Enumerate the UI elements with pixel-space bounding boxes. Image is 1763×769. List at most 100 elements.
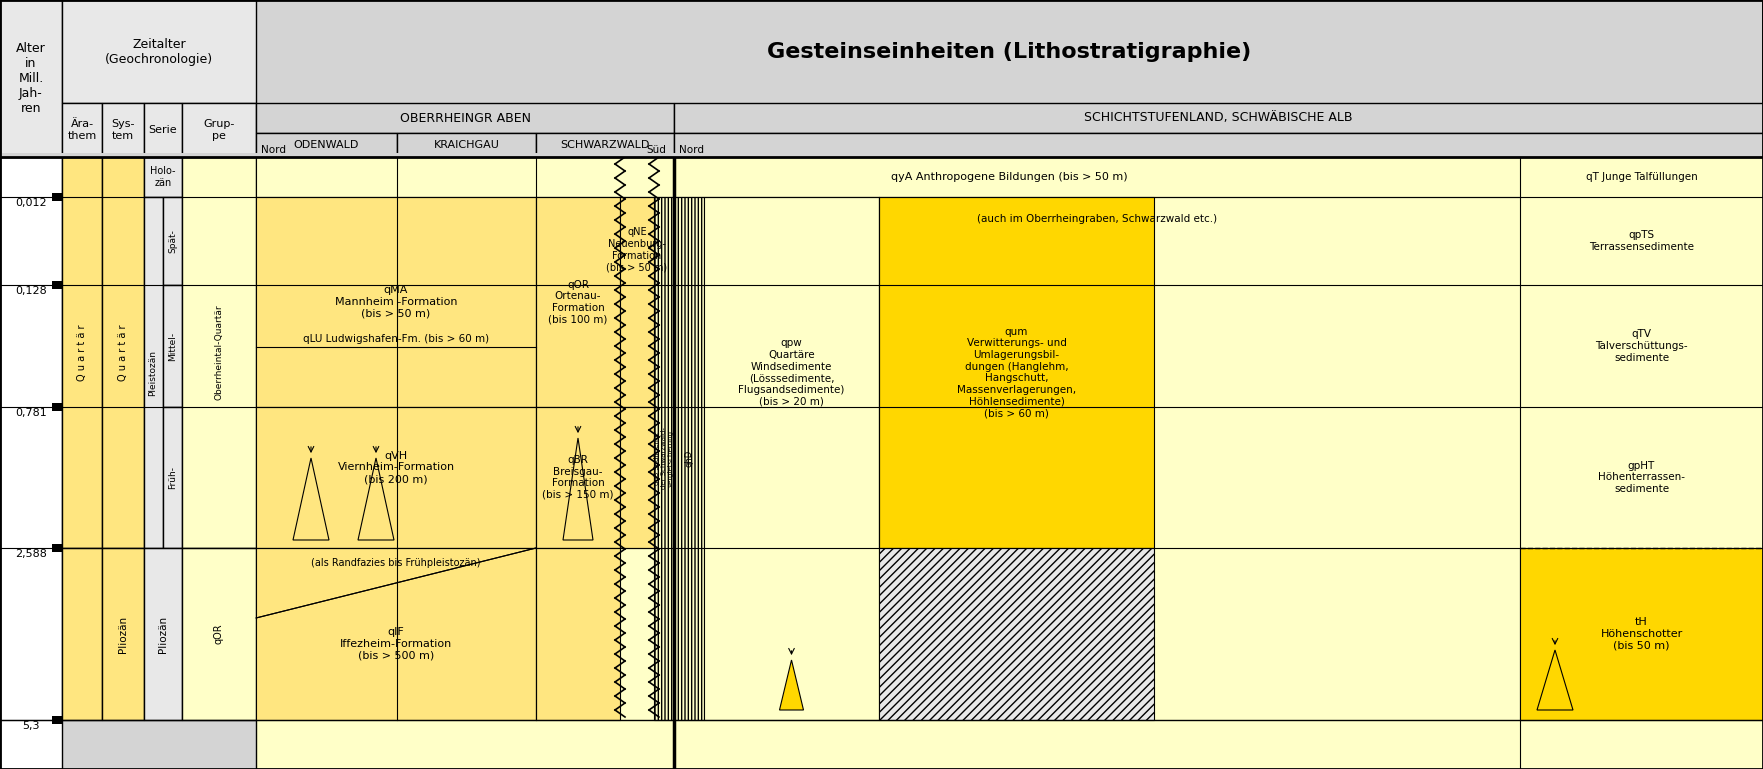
Bar <box>102 157 145 548</box>
Text: qNE
Neuenburg-
Formation
(bis > 50 m): qNE Neuenburg- Formation (bis > 50 m) <box>606 228 668 272</box>
Bar <box>102 103 145 157</box>
Bar <box>51 403 62 411</box>
Text: 0,012: 0,012 <box>16 198 48 208</box>
Text: qyA Anthropogene Bildungen (bis > 50 m): qyA Anthropogene Bildungen (bis > 50 m) <box>890 172 1128 182</box>
Text: Grup-
pe: Grup- pe <box>203 119 234 141</box>
Bar <box>256 103 673 133</box>
Polygon shape <box>1537 650 1573 710</box>
Bar <box>162 197 182 285</box>
Bar <box>162 407 182 548</box>
Bar <box>397 133 536 157</box>
Bar <box>102 548 145 720</box>
Bar <box>1520 157 1763 769</box>
Bar <box>0 153 1763 157</box>
Text: Ära-
them: Ära- them <box>67 119 97 141</box>
Bar <box>256 0 1763 157</box>
Text: (auch im Oberrheingraben, Schwarzwald etc.): (auch im Oberrheingraben, Schwarzwald et… <box>977 214 1216 224</box>
Text: qOR
Ortenau-
Formation
(bis 100 m): qOR Ortenau- Formation (bis 100 m) <box>548 280 608 325</box>
Bar <box>880 197 1155 548</box>
Bar <box>62 548 102 720</box>
Text: qT Junge Talfüllungen: qT Junge Talfüllungen <box>1585 172 1698 182</box>
Text: Oberrheintal-Quartär: Oberrheintal-Quartär <box>215 305 224 401</box>
Text: 2,588: 2,588 <box>16 549 48 559</box>
Bar <box>703 197 880 720</box>
Text: qhD: qhD <box>684 450 693 467</box>
Text: Pliozän: Pliozän <box>118 615 129 653</box>
Bar <box>145 157 182 197</box>
Bar <box>145 103 182 157</box>
Text: qLU Ludwigshafen-Fm. (bis > 60 m): qLU Ludwigshafen-Fm. (bis > 60 m) <box>303 334 488 344</box>
Bar <box>880 548 1155 720</box>
Bar <box>162 285 182 407</box>
Text: qTV
Talverschüttungs-
sedimente: qTV Talverschüttungs- sedimente <box>1596 329 1687 363</box>
Bar <box>0 157 62 769</box>
Text: Nord: Nord <box>261 145 286 155</box>
Text: Früh-: Früh- <box>167 466 176 489</box>
Bar <box>256 157 1763 197</box>
Text: 5,3: 5,3 <box>23 721 41 731</box>
Text: tH
Höhenschotter
(bis 50 m): tH Höhenschotter (bis 50 m) <box>1601 618 1682 651</box>
Bar <box>145 548 182 720</box>
Text: ODENWALD: ODENWALD <box>294 140 360 150</box>
Bar <box>62 0 256 103</box>
Bar <box>62 157 102 548</box>
Text: Holo-
zän: Holo- zän <box>150 166 176 188</box>
Text: 0,128: 0,128 <box>16 286 48 296</box>
Text: qMA
Mannheim -Formation
(bis > 50 m): qMA Mannheim -Formation (bis > 50 m) <box>335 285 457 318</box>
Bar <box>51 716 62 724</box>
Text: gpHT
Höhenterrassen-
sedimente: gpHT Höhenterrassen- sedimente <box>1597 461 1685 494</box>
Bar <box>256 548 536 720</box>
Bar <box>536 407 621 548</box>
Bar <box>673 133 1763 157</box>
Text: qum
Verwitterungs- und
Umlagerungsbil-
dungen (Hanglehm,
Hangschutt,
Massenverla: qum Verwitterungs- und Umlagerungsbil- d… <box>957 327 1075 418</box>
Text: qpTS
Terrassensedimente: qpTS Terrassensedimente <box>1588 230 1694 251</box>
Bar <box>51 281 62 289</box>
Text: qpw
Quartäre
Windsedimente
(Lösssedimente,
Flugsandsedimente)
(bis > 20 m): qpw Quartäre Windsedimente (Lösssediment… <box>739 338 844 407</box>
Text: Sys-
tem: Sys- tem <box>111 119 134 141</box>
Bar <box>673 103 1763 133</box>
Text: Gesteinseinheiten (Lithostratigraphie): Gesteinseinheiten (Lithostratigraphie) <box>767 42 1252 62</box>
Text: Pliozän: Pliozän <box>159 615 167 653</box>
Bar <box>145 197 162 548</box>
Bar <box>256 407 536 548</box>
Text: (als Randfazies bis Frühpleistozän): (als Randfazies bis Frühpleistozän) <box>312 558 481 568</box>
Polygon shape <box>779 660 804 710</box>
Text: Süd: Süd <box>645 145 666 155</box>
Text: Alter
in
Mill.
Jah-
ren: Alter in Mill. Jah- ren <box>16 42 46 115</box>
Bar <box>654 197 673 720</box>
Bar <box>256 133 397 157</box>
Text: Serie: Serie <box>148 125 178 135</box>
Bar <box>62 103 102 157</box>
Text: Spät-: Spät- <box>167 229 176 253</box>
Bar <box>51 193 62 201</box>
Text: KRAICHGAU: KRAICHGAU <box>434 140 499 150</box>
Text: OBERRHEINGR ABEN: OBERRHEINGR ABEN <box>400 112 531 125</box>
Bar <box>182 103 256 157</box>
Text: Zeitalter
(Geochronologie): Zeitalter (Geochronologie) <box>106 38 213 65</box>
Text: Pleistozän: Pleistozän <box>148 349 157 395</box>
Text: SCHICHTSTUFENLAND, SCHWÄBISCHE ALB: SCHICHTSTUFENLAND, SCHWÄBISCHE ALB <box>1084 112 1352 125</box>
Text: Nord: Nord <box>679 145 703 155</box>
Polygon shape <box>256 548 536 618</box>
Bar <box>182 157 256 548</box>
Bar <box>621 197 654 407</box>
Bar <box>182 548 256 720</box>
Text: 0,781: 0,781 <box>16 408 48 418</box>
Bar <box>673 197 703 720</box>
Bar <box>536 133 673 157</box>
Text: SCHWARZWALD: SCHWARZWALD <box>561 140 651 150</box>
Text: Q u a r t ä r: Q u a r t ä r <box>118 325 129 381</box>
Text: Q u a r t ä r: Q u a r t ä r <box>78 325 86 381</box>
Bar <box>0 0 1763 157</box>
Bar <box>256 197 536 407</box>
Bar <box>1520 548 1763 720</box>
Text: gpS Sedimente
der Schwarzwald-
vergletscherung: gpS Sedimente der Schwarzwald- vergletsc… <box>654 428 673 489</box>
Text: qIF
Iffezheim-Formation
(bis > 500 m): qIF Iffezheim-Formation (bis > 500 m) <box>340 628 451 661</box>
Text: qBR
Breisgau-
Formation
(bis > 150 m): qBR Breisgau- Formation (bis > 150 m) <box>543 455 614 500</box>
Text: Mittel-: Mittel- <box>167 331 176 361</box>
Bar <box>0 0 62 157</box>
Bar <box>621 407 654 548</box>
Bar <box>536 548 621 720</box>
Bar <box>256 157 1763 769</box>
Bar <box>536 197 621 407</box>
